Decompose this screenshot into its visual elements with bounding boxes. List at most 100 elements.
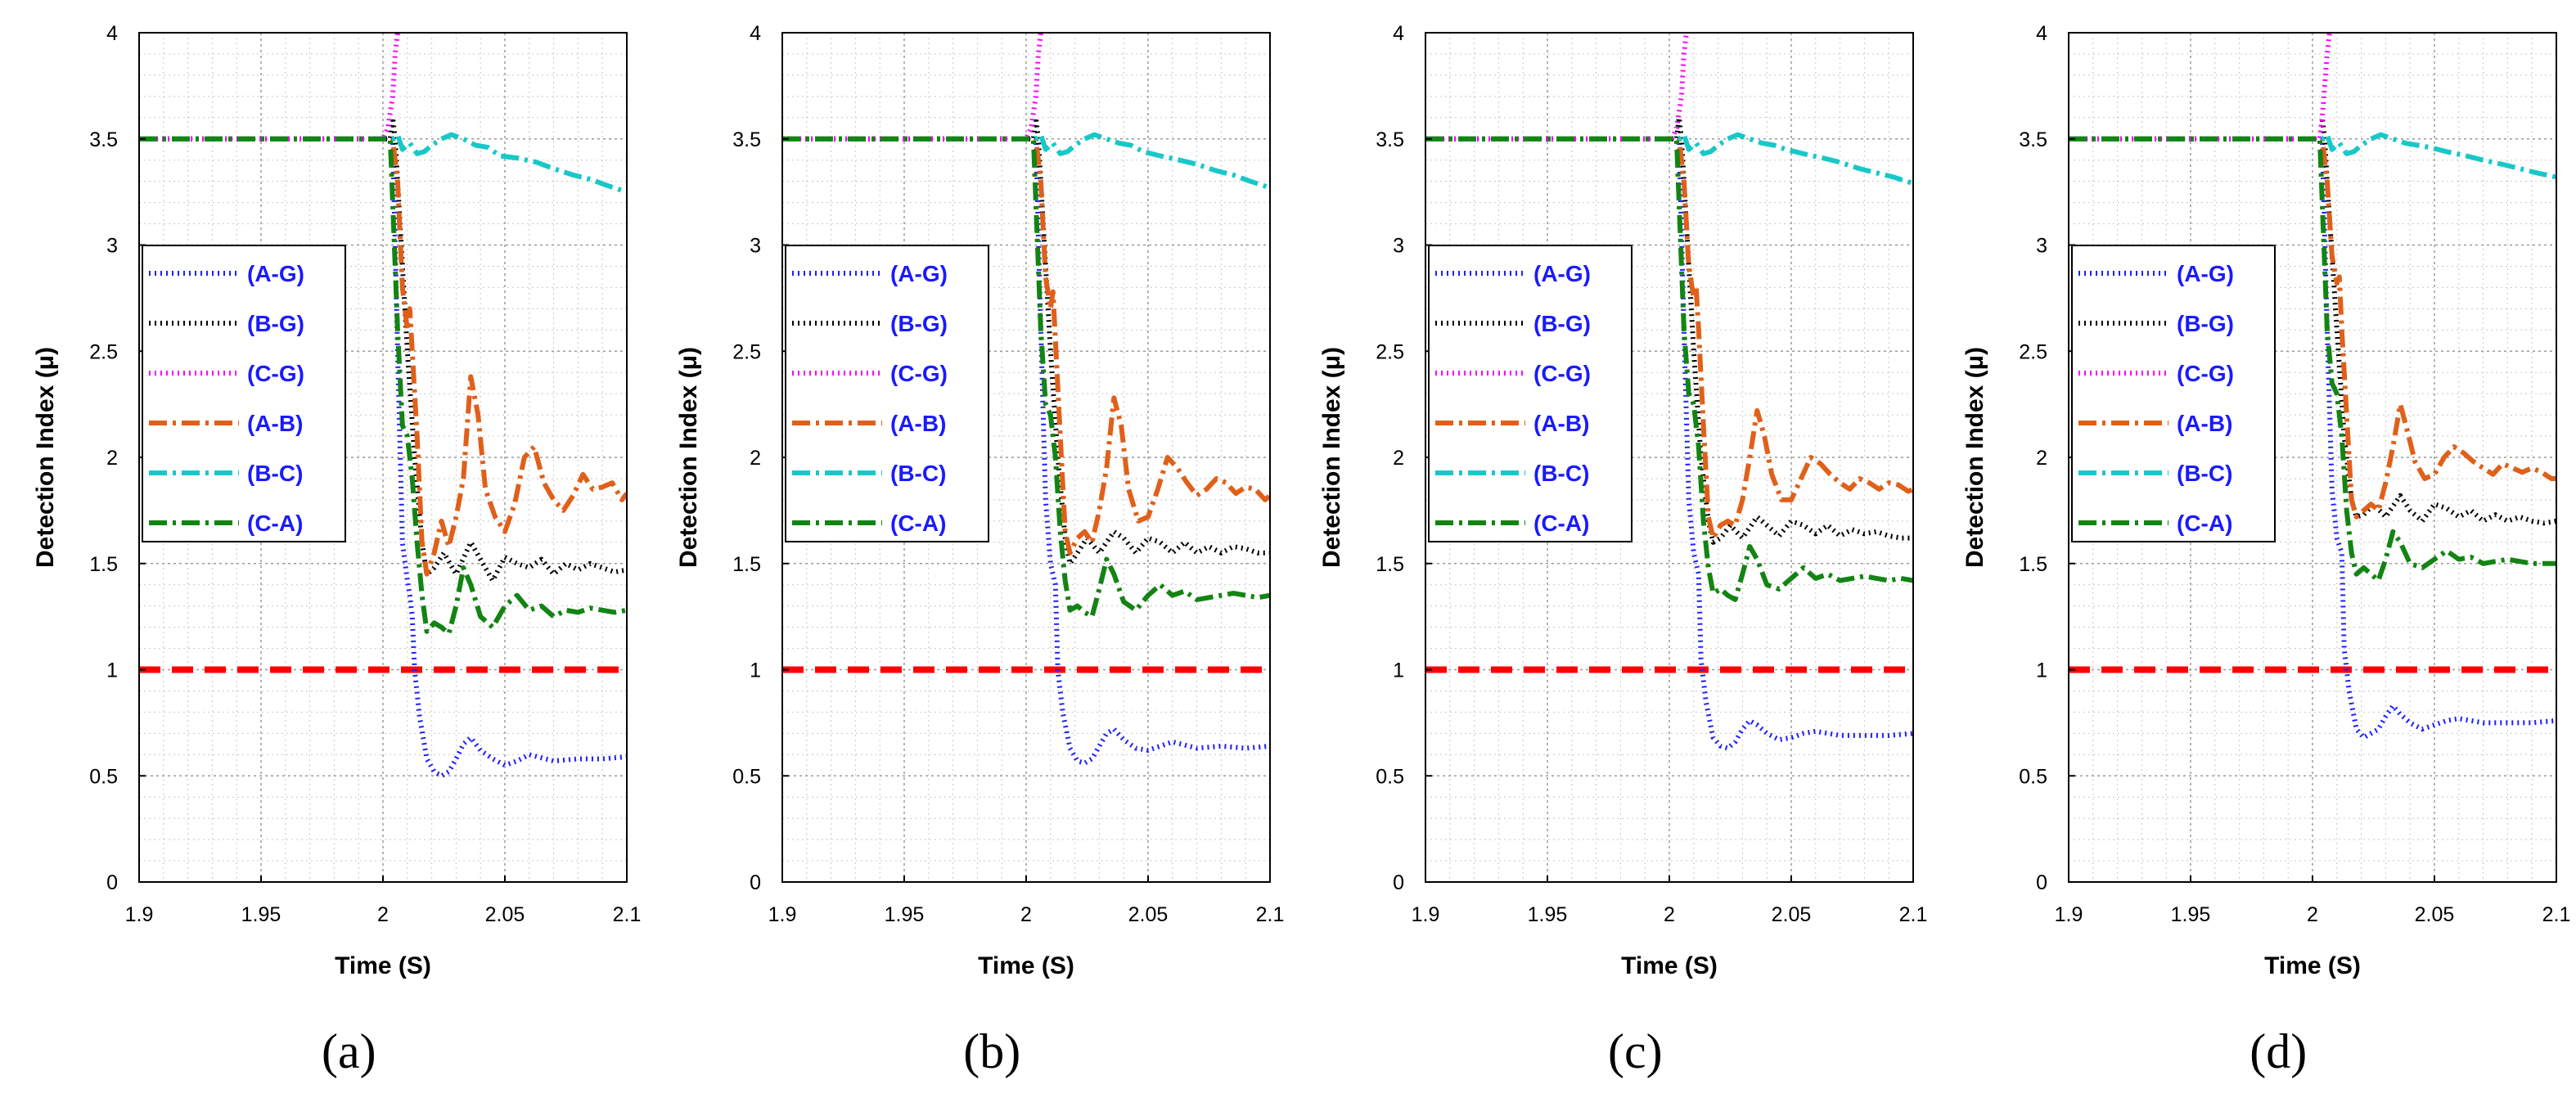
- chart-panel-d: 0 0.5 1 1.5 2 2.5 3 3.5 4 1.9 1.95 2 2.05 2.1 Time (S)…: [1961, 22, 2570, 1078]
- y-tick-label: 2.5: [2019, 340, 2047, 363]
- y-tick-label: 3: [750, 235, 761, 258]
- legend-label: (C-A): [247, 511, 303, 536]
- series-line-c-a: [1425, 136, 1913, 602]
- series-group: [1425, 33, 1913, 751]
- x-tick-label: 1.95: [241, 903, 281, 926]
- x-tick-label: 1.9: [2055, 903, 2083, 926]
- x-tick-label: 2.1: [1899, 903, 1928, 926]
- y-tick-label: 4: [1393, 22, 1404, 45]
- series-line-a-b: [139, 136, 627, 577]
- x-tick-label: 2.05: [1128, 903, 1169, 926]
- y-tick-label: 0.5: [89, 765, 118, 788]
- legend-label: (B-C): [1533, 461, 1589, 486]
- series-line-c-a: [782, 136, 1270, 619]
- chart-panel-a: 0 0.5 1 1.5 2 2.5 3 3.5 4 1.9 1.95 2 2.05 2.1 Time (S)…: [32, 22, 641, 1078]
- y-tick-label: 4: [106, 22, 118, 45]
- legend-box: [1428, 245, 1633, 542]
- legend-label: (B-C): [890, 461, 946, 486]
- y-tick-label: 1.5: [732, 553, 761, 576]
- x-tick-label: 2: [2307, 903, 2318, 926]
- y-tick-label: 1.5: [89, 553, 118, 576]
- series-line-b-g: [139, 115, 627, 583]
- legend-label: (A-B): [2177, 411, 2232, 436]
- legend-label: (B-G): [2177, 311, 2234, 336]
- x-axis-label: Time (S): [335, 952, 431, 979]
- y-axis-label: Detection Index (μ): [1961, 347, 1988, 568]
- x-axis-label: Time (S): [1621, 952, 1718, 979]
- y-tick-label: 2: [750, 447, 761, 470]
- legend-label: (A-G): [2177, 261, 2234, 286]
- legend-label: (B-C): [247, 461, 303, 486]
- y-tick-label: 3.5: [732, 128, 761, 151]
- x-tick-label: 1.9: [768, 903, 797, 926]
- legend-label: (A-G): [890, 261, 948, 286]
- y-axis-label: Detection Index (μ): [675, 347, 702, 568]
- legend-box: [2071, 245, 2276, 542]
- y-tick-label: 2: [106, 447, 118, 470]
- x-tick-label: 2: [1664, 903, 1675, 926]
- y-tick-label: 3.5: [89, 128, 118, 151]
- x-tick-label: 1.95: [2171, 903, 2211, 926]
- legend-label: (B-G): [890, 311, 948, 336]
- x-tick-label: 1.9: [1412, 903, 1440, 926]
- y-tick-label: 1: [2036, 659, 2047, 682]
- legend-label: (C-A): [1533, 511, 1589, 536]
- y-tick-label: 2.5: [89, 340, 118, 363]
- legend-label: (B-G): [247, 311, 304, 336]
- series-group: [2069, 33, 2556, 740]
- y-tick-label: 4: [2036, 22, 2047, 45]
- y-tick-label: 0.5: [2019, 765, 2047, 788]
- series-line-b-c: [1425, 132, 1913, 187]
- legend-label: (C-A): [890, 511, 946, 536]
- series-line-c-a: [139, 136, 627, 637]
- y-tick-label: 2: [2036, 447, 2047, 470]
- x-tick-label: 2.1: [1256, 903, 1285, 926]
- legend-label: (B-G): [1533, 311, 1591, 336]
- y-tick-label: 3.5: [1376, 128, 1404, 151]
- chart-panel-b: 0 0.5 1 1.5 2 2.5 3 3.5 4 1.9 1.95 2 2.05 2.1 Time (S)…: [675, 22, 1284, 1078]
- x-tick-label: 2.05: [2415, 903, 2455, 926]
- legend-label: (B-C): [2177, 461, 2232, 486]
- y-tick-label: 2: [1393, 447, 1404, 470]
- y-tick-label: 0: [106, 871, 118, 894]
- y-axis-label: Detection Index (μ): [32, 347, 59, 568]
- series-group: [139, 33, 627, 779]
- legend-label: (A-B): [890, 411, 946, 436]
- series-line-b-c: [782, 132, 1270, 191]
- y-tick-label: 1: [1393, 659, 1404, 682]
- legend-label: (A-B): [247, 411, 303, 436]
- x-tick-label: 2: [1020, 903, 1032, 926]
- y-tick-label: 3: [106, 235, 118, 258]
- x-tick-label: 1.95: [885, 903, 925, 926]
- y-tick-label: 2.5: [1376, 340, 1404, 363]
- legend-label: (C-G): [1533, 361, 1591, 386]
- series-line-b-c: [2069, 132, 2556, 180]
- x-tick-label: 1.9: [125, 903, 154, 926]
- legend-label: (A-G): [1533, 261, 1591, 286]
- y-tick-label: 2.5: [732, 340, 761, 363]
- y-tick-label: 1: [750, 659, 761, 682]
- y-tick-label: 1: [106, 659, 118, 682]
- y-tick-label: 0: [1393, 871, 1404, 894]
- y-tick-label: 3: [1393, 235, 1404, 258]
- y-tick-label: 1.5: [2019, 553, 2047, 576]
- legend-label: (A-B): [1533, 411, 1589, 436]
- panel-label: (c): [1608, 1024, 1663, 1078]
- minor-grid: [2069, 33, 2556, 882]
- legend-box: [785, 245, 989, 542]
- series-line-a-b: [1425, 136, 1913, 541]
- x-tick-label: 2.05: [1772, 903, 1812, 926]
- y-tick-label: 0: [2036, 871, 2047, 894]
- legend-box: [142, 245, 346, 542]
- legend-label: (C-G): [890, 361, 948, 386]
- x-tick-label: 2.05: [485, 903, 525, 926]
- x-axis-label: Time (S): [2264, 952, 2361, 979]
- x-tick-label: 2.1: [2542, 903, 2571, 926]
- minor-grid: [139, 33, 627, 882]
- x-axis-label: Time (S): [978, 952, 1074, 979]
- y-tick-label: 0: [750, 871, 761, 894]
- y-tick-label: 3.5: [2019, 128, 2047, 151]
- legend-label: (A-G): [247, 261, 304, 286]
- legend-label: (C-G): [247, 361, 304, 386]
- x-tick-label: 2.1: [613, 903, 642, 926]
